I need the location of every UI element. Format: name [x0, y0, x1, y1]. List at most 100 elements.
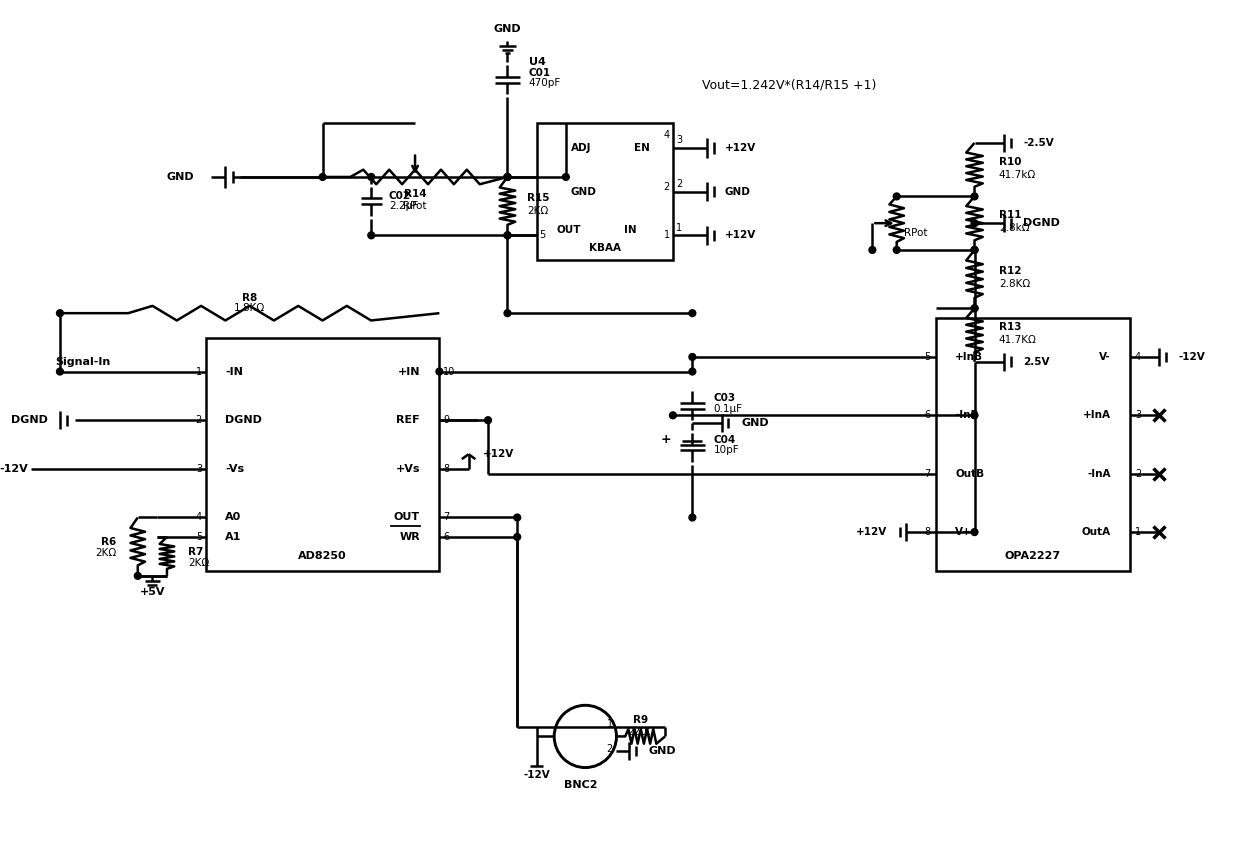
Text: ADJ: ADJ	[570, 143, 591, 153]
Text: C04: C04	[714, 434, 737, 445]
Text: 41.7KΩ: 41.7KΩ	[999, 335, 1037, 345]
Text: -InA: -InA	[1087, 469, 1111, 479]
Text: +: +	[661, 433, 671, 446]
Text: BNC2: BNC2	[564, 780, 598, 790]
Text: GND: GND	[166, 172, 195, 182]
Text: U4: U4	[529, 57, 546, 68]
Circle shape	[971, 193, 978, 200]
Text: 2.8KΩ: 2.8KΩ	[999, 279, 1030, 289]
Circle shape	[971, 220, 978, 227]
Text: 2KΩ: 2KΩ	[95, 549, 117, 558]
Text: R10: R10	[999, 156, 1022, 167]
Text: 7: 7	[443, 512, 450, 522]
Text: 10: 10	[443, 367, 455, 376]
Text: A1: A1	[226, 532, 242, 542]
Circle shape	[505, 174, 511, 180]
Text: -Vs: -Vs	[226, 464, 244, 474]
Circle shape	[971, 528, 978, 535]
Text: GND: GND	[742, 418, 769, 428]
Text: RPot: RPot	[403, 201, 427, 211]
Text: 2.8kΩ: 2.8kΩ	[999, 223, 1029, 233]
Circle shape	[869, 246, 875, 253]
Text: V+: V+	[955, 527, 972, 537]
Circle shape	[689, 514, 696, 521]
Circle shape	[670, 412, 676, 419]
Text: DGND: DGND	[1023, 218, 1060, 228]
Text: 1.8KΩ: 1.8KΩ	[234, 304, 265, 313]
Circle shape	[513, 534, 521, 540]
Text: 2: 2	[676, 179, 682, 189]
Circle shape	[689, 310, 696, 316]
Text: R7: R7	[188, 546, 203, 557]
Text: 3: 3	[676, 135, 682, 145]
Text: 1: 1	[606, 719, 613, 728]
Text: OUT: OUT	[394, 512, 420, 522]
Text: R6: R6	[102, 537, 117, 547]
Text: +5V: +5V	[140, 587, 165, 598]
Circle shape	[505, 310, 511, 316]
Text: 1: 1	[676, 222, 682, 233]
Circle shape	[893, 193, 900, 200]
Text: OutA: OutA	[1081, 527, 1111, 537]
Text: 2.2μF: 2.2μF	[389, 201, 418, 211]
Text: +12V: +12V	[484, 449, 515, 459]
Circle shape	[563, 174, 569, 180]
Circle shape	[971, 246, 978, 253]
Text: R15: R15	[527, 193, 549, 203]
Text: 5: 5	[196, 532, 202, 542]
Text: 10pF: 10pF	[714, 445, 739, 456]
Text: +InA: +InA	[1083, 410, 1111, 421]
Text: 0.1μF: 0.1μF	[714, 404, 743, 414]
Circle shape	[893, 246, 900, 253]
Text: 1: 1	[663, 230, 670, 240]
Text: DGND: DGND	[11, 416, 48, 425]
Text: -2.5V: -2.5V	[1023, 138, 1054, 148]
Text: +12V: +12V	[724, 143, 755, 153]
Text: R14: R14	[404, 190, 427, 199]
Text: GND: GND	[570, 186, 596, 197]
Text: 2KΩ: 2KΩ	[188, 558, 210, 569]
Text: 6: 6	[443, 532, 449, 542]
Text: -IN: -IN	[226, 367, 243, 376]
Text: 1: 1	[1135, 527, 1141, 537]
Text: 2: 2	[663, 182, 670, 192]
Text: EN: EN	[634, 143, 650, 153]
Text: DGND: DGND	[226, 416, 262, 425]
Bar	[537, 123, 673, 260]
Text: WR: WR	[399, 532, 420, 542]
Circle shape	[971, 246, 978, 253]
Circle shape	[368, 232, 374, 239]
Text: 470pF: 470pF	[529, 78, 562, 87]
Text: +Vs: +Vs	[396, 464, 420, 474]
Text: 5: 5	[539, 230, 546, 240]
Text: R11: R11	[999, 210, 1022, 221]
Text: 2: 2	[606, 744, 613, 754]
Circle shape	[971, 412, 978, 419]
Text: GND: GND	[649, 746, 676, 756]
Text: 8: 8	[925, 527, 931, 537]
Text: 2KΩ: 2KΩ	[527, 206, 548, 216]
Text: C02: C02	[389, 192, 410, 202]
Text: 9: 9	[443, 416, 449, 425]
Text: 4: 4	[1135, 352, 1141, 362]
Text: +12V: +12V	[856, 527, 887, 537]
Text: 6: 6	[925, 410, 931, 421]
Text: R12: R12	[999, 267, 1022, 276]
Text: OutB: OutB	[955, 469, 985, 479]
Text: A0: A0	[226, 512, 242, 522]
Text: 41.7kΩ: 41.7kΩ	[999, 169, 1037, 180]
Circle shape	[505, 174, 511, 180]
Circle shape	[513, 514, 521, 521]
Circle shape	[689, 354, 696, 360]
Text: -InB: -InB	[955, 410, 978, 421]
Text: OUT: OUT	[557, 226, 580, 235]
Text: Signal-In: Signal-In	[55, 357, 110, 367]
Text: +IN: +IN	[398, 367, 420, 376]
Text: 4: 4	[196, 512, 202, 522]
Text: R9: R9	[634, 715, 649, 725]
Text: 8: 8	[443, 464, 449, 474]
Text: KBAA: KBAA	[589, 243, 621, 253]
Circle shape	[57, 369, 63, 375]
Text: OPA2227: OPA2227	[1004, 551, 1061, 562]
Text: 2.5V: 2.5V	[1023, 357, 1050, 367]
